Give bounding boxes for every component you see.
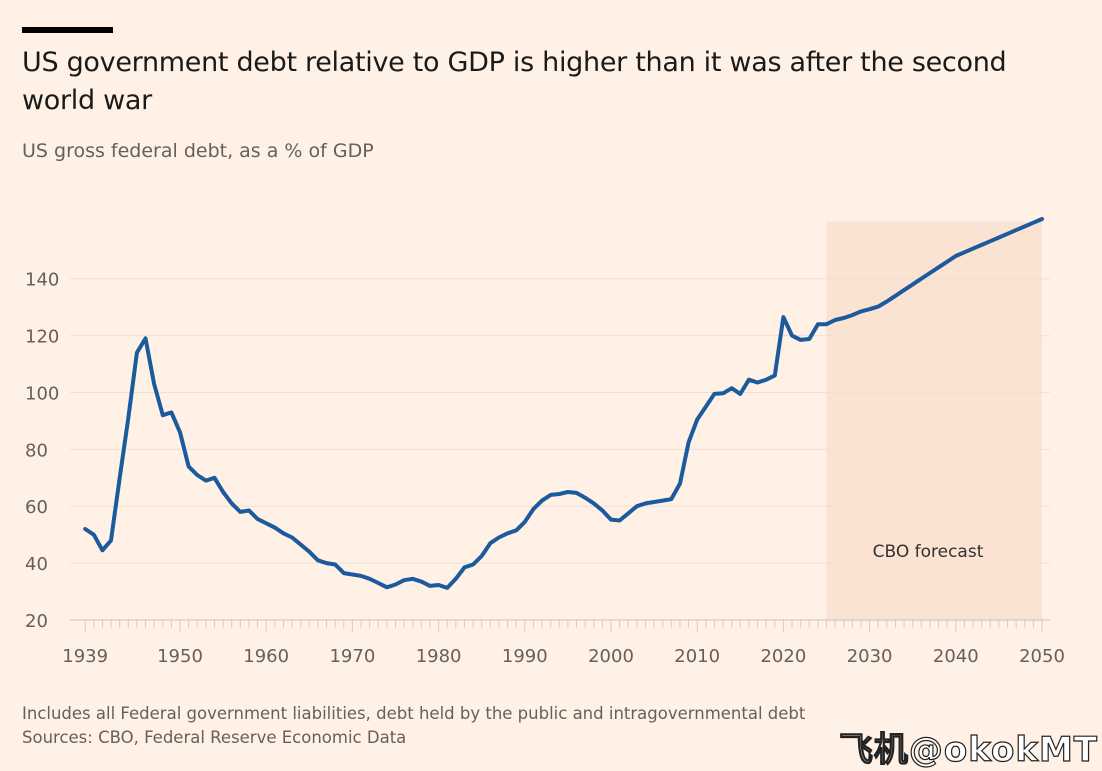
- x-tick-label: 1939: [62, 646, 108, 667]
- forecast-label: CBO forecast: [873, 542, 984, 562]
- x-tick-label: 1960: [243, 646, 289, 667]
- x-tick-label: 1950: [157, 646, 203, 667]
- x-tick-label: 2020: [760, 646, 806, 667]
- y-tick-label: 100: [25, 383, 59, 404]
- debt-series-line: [83, 217, 1044, 590]
- chart-notes: Includes all Federal government liabilit…: [22, 702, 805, 750]
- y-tick-label: 60: [25, 497, 48, 518]
- x-tick-label: 1990: [502, 646, 548, 667]
- brand-bar: [22, 27, 113, 33]
- x-tick-label: 2000: [588, 646, 634, 667]
- y-tick-label: 80: [25, 440, 48, 461]
- y-tick-label: 140: [25, 270, 59, 291]
- y-tick-label: 120: [25, 327, 59, 348]
- x-tick-label: 2050: [1019, 646, 1065, 667]
- x-tick-label: 1970: [329, 646, 375, 667]
- chart-subtitle: US gross federal debt, as a % of GDP: [22, 140, 374, 162]
- x-tick-label: 2040: [933, 646, 979, 667]
- chart-title: US government debt relative to GDP is hi…: [22, 47, 1007, 116]
- y-tick-label: 20: [25, 611, 48, 632]
- forecast-shade: [826, 221, 1042, 620]
- source: Sources: CBO, Federal Reserve Economic D…: [22, 728, 407, 747]
- footnote: Includes all Federal government liabilit…: [22, 704, 806, 723]
- y-tick-label: 40: [25, 554, 48, 575]
- x-tick-label: 2030: [847, 646, 893, 667]
- x-tick-label: 2010: [674, 646, 720, 667]
- x-tick-label: 1980: [416, 646, 462, 667]
- watermark: 飞机@okokMT: [838, 729, 1098, 770]
